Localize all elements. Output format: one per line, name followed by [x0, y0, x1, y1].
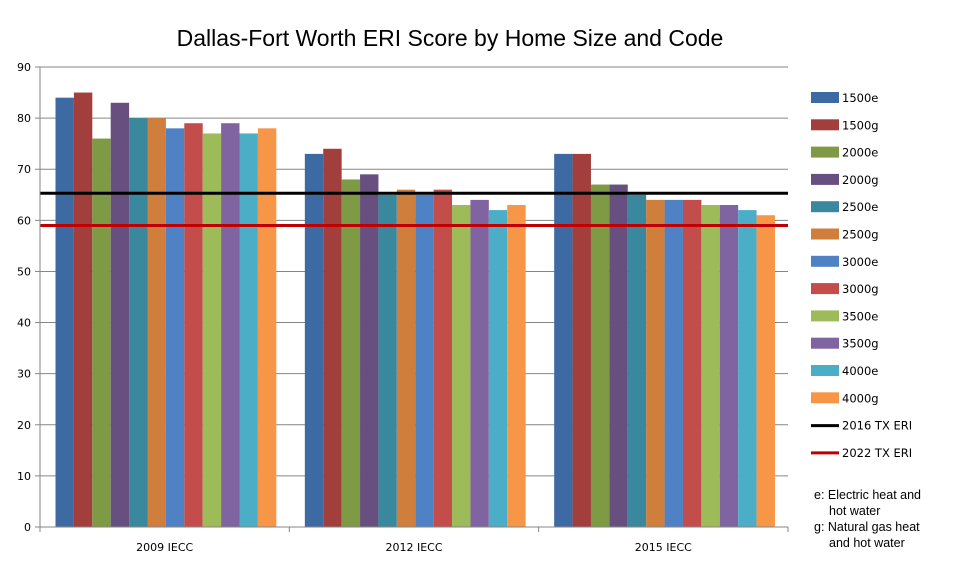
x-tick-label: 2015 IECC: [635, 541, 692, 554]
y-tick-label: 80: [17, 112, 31, 125]
bar-1500g-0: [73, 92, 93, 528]
legend-label: 3500g: [842, 337, 879, 351]
bar-3500g-1: [470, 199, 489, 527]
note-line: hot water: [829, 504, 880, 518]
bar-3500e-1: [452, 205, 471, 527]
bar-3000e-0: [165, 128, 185, 528]
legend-swatch-3500g: [811, 337, 839, 349]
note-line: and hot water: [829, 536, 905, 550]
axes: 0 10 20 30 40 50 60 70 80 90 2009 IECC 2012 IECC 201…: [17, 61, 789, 554]
legend-swatch-3500e: [811, 310, 839, 322]
y-tick-label: 50: [17, 265, 31, 278]
bar-1500e-1: [304, 153, 324, 527]
legend-swatch-4000e: [811, 365, 839, 376]
y-tick-label: 20: [17, 419, 31, 432]
bar-4000g-0: [257, 128, 277, 528]
bar-2500e-2: [627, 194, 647, 527]
legend-label: 4000e: [842, 364, 878, 378]
bar-3000g-2: [682, 199, 702, 527]
bar-4000e-2: [738, 210, 757, 527]
bar-3500g-2: [719, 205, 739, 527]
legend-swatch-1500g: [811, 119, 839, 131]
y-tick-label: 40: [17, 317, 31, 330]
legend-swatch-3000g: [811, 283, 839, 295]
bar-3000g-0: [184, 123, 203, 527]
x-tick-label: 2009 IECC: [136, 541, 193, 554]
legend-label: 2022 TX ERI: [842, 446, 912, 460]
x-tick-label: 2012 IECC: [385, 541, 442, 554]
bars: [55, 92, 775, 528]
bar-3500e-0: [202, 133, 222, 527]
bar-1500e-2: [554, 153, 573, 527]
y-tick-label: 30: [17, 368, 31, 381]
y-tick-label: 0: [24, 521, 31, 534]
legend-swatch-1500e: [811, 92, 839, 103]
bar-4000g-1: [507, 205, 526, 527]
y-tick-label: 60: [17, 214, 31, 227]
bar-4000g-2: [756, 215, 775, 527]
bar-3000g-1: [433, 189, 453, 527]
legend-label: 2500g: [842, 228, 879, 242]
chart-title: Dallas-Fort Worth ERI Score by Home Size…: [177, 25, 724, 51]
legend-label: 2500e: [842, 200, 878, 214]
note-line: e: Electric heat and: [814, 488, 921, 502]
legend-swatch-3000e: [811, 255, 839, 267]
legend-swatch-2000e: [811, 146, 839, 158]
bar-3500g-0: [221, 123, 240, 527]
y-tick-label: 70: [17, 163, 31, 176]
reference-lines: [40, 191, 788, 227]
bar-2000e-1: [341, 179, 361, 527]
bar-2500g-1: [396, 189, 416, 527]
note-line: g: Natural gas heat: [814, 520, 920, 534]
legend-label: 4000g: [842, 391, 879, 405]
legend-label: 2000e: [842, 146, 878, 160]
legend-swatch-2000g: [811, 173, 839, 185]
bar-2000e-2: [590, 184, 610, 528]
legend-swatch-2500e: [811, 201, 839, 213]
bar-3000e-1: [415, 194, 434, 527]
bar-1500e-0: [55, 97, 74, 528]
bar-2500g-0: [147, 118, 166, 527]
bar-2500e-1: [378, 194, 397, 527]
bar-3500e-2: [701, 205, 720, 527]
legend-label: 1500g: [842, 118, 879, 132]
bar-2500g-2: [646, 199, 665, 527]
y-tick-label: 10: [17, 470, 31, 483]
legend-label: 3500e: [842, 309, 878, 323]
bar-2500e-0: [129, 118, 148, 527]
bar-4000e-0: [239, 133, 258, 527]
bar-2000e-0: [92, 138, 111, 528]
bar-2000g-1: [360, 174, 379, 528]
legend-swatch-4000g: [811, 392, 839, 404]
legend: 1500e 1500g 2000e 2000g 2500e 2500g 3000e 3000g…: [811, 91, 912, 460]
legend-label: 3000e: [842, 255, 878, 269]
notes: e: Electric heat and hot water g: Natural …: [814, 488, 921, 550]
bar-4000e-1: [488, 210, 508, 527]
bar-2000g-0: [110, 102, 130, 528]
bar-3000e-2: [664, 199, 683, 527]
legend-label: 2016 TX ERI: [842, 419, 912, 433]
legend-label: 2000g: [842, 173, 879, 187]
y-tick-label: 90: [17, 61, 31, 74]
legend-label: 1500e: [842, 91, 878, 105]
bar-2000g-2: [609, 184, 628, 528]
bar-1500g-1: [323, 148, 342, 527]
bar-1500g-2: [572, 153, 591, 527]
legend-label: 3000g: [842, 282, 879, 296]
legend-swatch-2500g: [811, 228, 839, 240]
